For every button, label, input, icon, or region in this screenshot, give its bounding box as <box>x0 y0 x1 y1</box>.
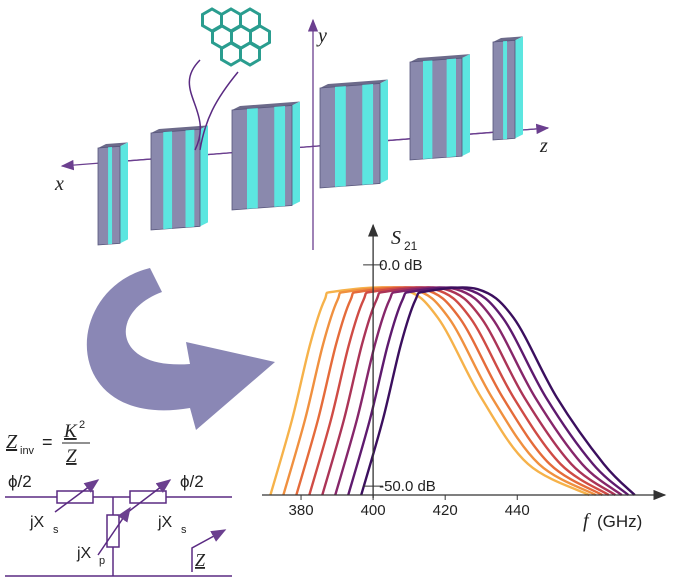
metasurface-blocks <box>98 36 523 245</box>
block-stripe <box>274 106 285 207</box>
hexagon <box>222 43 241 65</box>
graphene <box>203 9 270 65</box>
formula-eq: = <box>42 432 53 452</box>
block-stripe <box>447 59 456 158</box>
formula: Z inv = K 2 Z <box>6 419 90 467</box>
axis-label: y <box>316 25 327 47</box>
block-stripe <box>163 131 172 229</box>
load-label: Z <box>195 550 206 570</box>
block-stripe <box>423 60 432 159</box>
block-stripe <box>503 41 507 139</box>
big-arrow <box>87 268 275 430</box>
s21-chart: 380 400 420 440 0.0 dB -50.0 dB <box>262 225 665 519</box>
element-sub: s <box>53 524 59 536</box>
formula-sub: inv <box>20 445 35 457</box>
port-label: ϕ/2 <box>8 472 32 491</box>
series-line <box>322 287 615 495</box>
formula-den: Z <box>66 446 77 467</box>
y-tick-label: 0.0 dB <box>379 257 422 274</box>
block-stripe <box>362 84 373 185</box>
figure: y z x Z inv = K 2 Z ϕ/2 ϕ/2 jX s jX s jX… <box>0 0 675 581</box>
element-sub: p <box>99 555 105 567</box>
x-tick-label: 400 <box>361 502 386 519</box>
x-tick-label: 420 <box>433 502 458 519</box>
y-axis-label-sub: 21 <box>404 239 418 253</box>
x-tick-label: 380 <box>289 502 314 519</box>
y-axis-label: S <box>391 227 401 249</box>
block-stripe <box>335 86 346 187</box>
x-tick-label: 440 <box>505 502 530 519</box>
element-sub: s <box>181 524 187 536</box>
element-label: jX <box>157 514 173 531</box>
element-label: jX <box>76 545 92 562</box>
x-axis-unit: (GHz) <box>597 512 642 531</box>
element-label: jX <box>29 514 45 531</box>
axis-label: z <box>539 135 548 157</box>
hexagon <box>241 43 260 65</box>
block-stripe <box>186 130 195 228</box>
formula-lhs: Z <box>6 431 18 453</box>
formula-sup: 2 <box>79 419 85 431</box>
block-side <box>292 102 300 206</box>
block-stripe <box>247 108 258 209</box>
y-tick-label: -50.0 dB <box>379 478 436 495</box>
block-side <box>380 80 388 184</box>
block-stripe <box>108 147 112 244</box>
block-side <box>120 142 128 243</box>
formula-num: K <box>63 421 78 442</box>
block-side <box>462 54 470 156</box>
x-axis-label: f <box>583 510 591 532</box>
port-label: ϕ/2 <box>180 472 204 491</box>
axis-label: x <box>54 173 64 195</box>
block-side <box>515 36 523 138</box>
